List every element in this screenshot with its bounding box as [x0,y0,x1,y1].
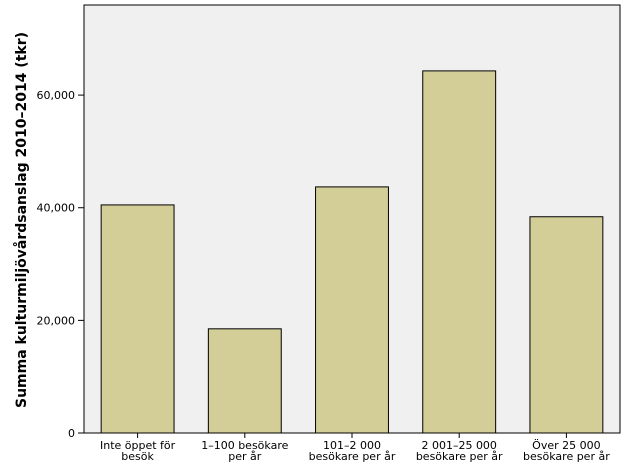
y-tick-label: 40,000 [37,202,76,215]
x-axis-labels: Inte öppet för besök 1–100 besökare per år 1… [100,433,610,463]
x-tick-label: 1–100 besökare per år [201,439,288,463]
y-tick-label: 0 [68,427,75,440]
y-tick-label: 60,000 [37,89,76,102]
x-tick-label: Inte öppet för besök [100,439,176,463]
y-tick-label: 20,000 [37,314,76,327]
bar [207,328,282,434]
bar [422,70,497,434]
x-tick-label: 2 001–25 000 besökare per år [416,439,503,463]
y-axis-title: Summa kulturmiljövårdsanslag 2010–2014 (… [13,32,30,408]
bar [529,216,604,434]
x-tick-label: Över 25 000 besökare per år [523,439,610,463]
bar [315,186,389,434]
y-axis: 0 20,000 40,000 60,000 [37,89,84,440]
x-tick-label: 101–2 000 besökare per år [309,439,396,463]
bars [100,70,604,434]
bar [100,204,175,434]
